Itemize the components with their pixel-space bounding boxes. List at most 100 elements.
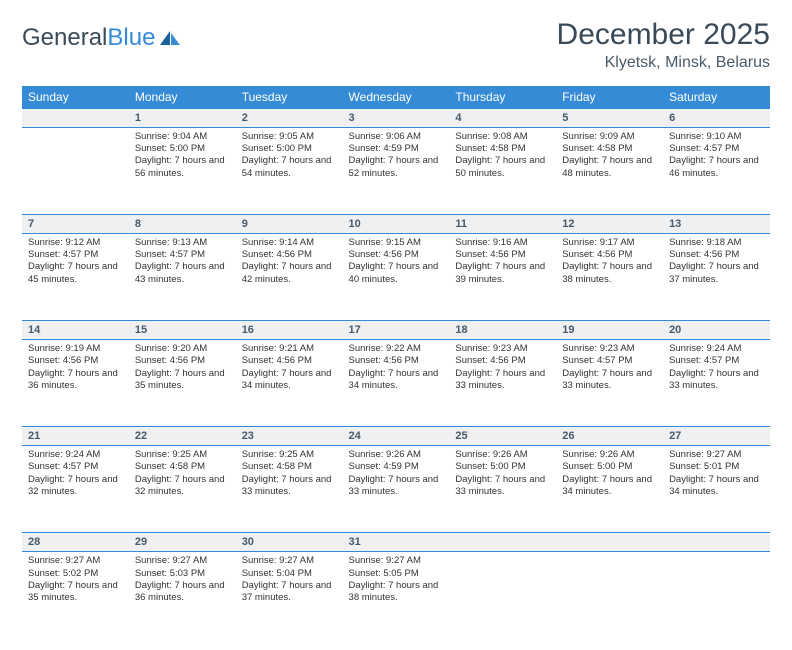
day-cell: Sunrise: 9:24 AMSunset: 4:57 PMDaylight:… bbox=[663, 340, 770, 427]
sunrise-line: Sunrise: 9:18 AM bbox=[669, 237, 741, 248]
day-cell: Sunrise: 9:23 AMSunset: 4:57 PMDaylight:… bbox=[556, 340, 663, 427]
daylight-line: Daylight: 7 hours and 50 minutes. bbox=[455, 155, 545, 178]
location-label: Klyetsk, Minsk, Belarus bbox=[557, 54, 770, 72]
sunset-line: Sunset: 5:00 PM bbox=[242, 143, 312, 154]
sunset-line: Sunset: 5:00 PM bbox=[135, 143, 205, 154]
day-cell: Sunrise: 9:25 AMSunset: 4:58 PM Daylight:… bbox=[129, 446, 236, 533]
daynum-row: 123456 bbox=[22, 109, 770, 128]
sunset-line: Sunset: 4:56 PM bbox=[135, 355, 205, 366]
sunset-line: Sunset: 5:03 PM bbox=[135, 568, 205, 579]
daynum-row: 28293031 bbox=[22, 533, 770, 552]
day-cell: Sunrise: 9:09 AMSunset: 4:58 PMDaylight:… bbox=[556, 128, 663, 215]
brand-sail-icon bbox=[158, 29, 182, 47]
sunrise-line: Sunrise: 9:19 AM bbox=[28, 343, 100, 354]
day-cell: Sunrise: 9:24 AMSunset: 4:57 PMDaylight:… bbox=[22, 446, 129, 533]
week-row: Sunrise: 9:04 AMSunset: 5:00 PMDaylight:… bbox=[22, 128, 770, 215]
daylight-line: Daylight: 7 hours and 52 minutes. bbox=[349, 155, 439, 178]
day-cell: Sunrise: 9:05 AMSunset: 5:00 PMDaylight:… bbox=[236, 128, 343, 215]
day-number: 5 bbox=[556, 109, 663, 128]
daylight-line: Daylight: 7 hours and 38 minutes. bbox=[562, 261, 652, 284]
day-number: 1 bbox=[129, 109, 236, 128]
weekday-header: Saturday bbox=[663, 86, 770, 109]
sunset-line: Sunset: 5:00 PM bbox=[455, 461, 525, 472]
day-cell: Sunrise: 9:19 AMSunset: 4:56 PMDaylight:… bbox=[22, 340, 129, 427]
daylight-line: Daylight: 7 hours and 42 minutes. bbox=[242, 261, 332, 284]
sunrise-line: Sunrise: 9:24 AM bbox=[669, 343, 741, 354]
daylight-line: Daylight: 7 hours and 54 minutes. bbox=[242, 155, 332, 178]
sunset-line: Sunset: 4:56 PM bbox=[28, 355, 98, 366]
day-number: 30 bbox=[236, 533, 343, 552]
daylight-line: Daylight: 7 hours and 45 minutes. bbox=[28, 261, 118, 284]
sunrise-line: Sunrise: 9:26 AM bbox=[455, 449, 527, 460]
sunrise-line: Sunrise: 9:10 AM bbox=[669, 131, 741, 142]
sunrise-line: Sunrise: 9:05 AM bbox=[242, 131, 314, 142]
day-cell bbox=[663, 552, 770, 639]
sunset-line: Sunset: 4:56 PM bbox=[349, 355, 419, 366]
sunrise-line: Sunrise: 9:23 AM bbox=[455, 343, 527, 354]
sunset-line: Sunset: 4:56 PM bbox=[669, 249, 739, 260]
day-number: 16 bbox=[236, 321, 343, 340]
day-cell: Sunrise: 9:21 AMSunset: 4:56 PMDaylight:… bbox=[236, 340, 343, 427]
sunset-line: Sunset: 4:58 PM bbox=[135, 461, 205, 472]
day-cell: Sunrise: 9:27 AM Sunset: 5:02 PMDaylight:… bbox=[22, 552, 129, 639]
sunset-line: Sunset: 5:05 PM bbox=[349, 568, 419, 579]
day-number: 26 bbox=[556, 427, 663, 446]
sunrise-line: Sunrise: 9:21 AM bbox=[242, 343, 314, 354]
sunrise-line: Sunrise: 9:27 AM bbox=[669, 449, 741, 460]
daylight-line: Daylight: 7 hours and 35 minutes. bbox=[135, 368, 225, 391]
day-number: 29 bbox=[129, 533, 236, 552]
daylight-line: Daylight: 7 hours and 46 minutes. bbox=[669, 155, 759, 178]
day-number: 27 bbox=[663, 427, 770, 446]
day-number: 2 bbox=[236, 109, 343, 128]
sunset-line: Sunset: 4:56 PM bbox=[349, 249, 419, 260]
weekday-header: Sunday bbox=[22, 86, 129, 109]
day-number bbox=[449, 533, 556, 552]
sunset-line: Sunset: 5:02 PM bbox=[28, 568, 98, 579]
daylight-line: Daylight: 7 hours and 37 minutes. bbox=[669, 261, 759, 284]
weekday-header: Tuesday bbox=[236, 86, 343, 109]
day-cell: Sunrise: 9:25 AMSunset: 4:58 PMDaylight:… bbox=[236, 446, 343, 533]
sunset-line: Sunset: 5:00 PM bbox=[562, 461, 632, 472]
day-number: 11 bbox=[449, 215, 556, 234]
day-cell: Sunrise: 9:15 AMSunset: 4:56 PMDaylight:… bbox=[343, 234, 450, 321]
day-cell bbox=[449, 552, 556, 639]
sunset-line: Sunset: 4:57 PM bbox=[562, 355, 632, 366]
brand-part1: General bbox=[22, 24, 107, 52]
sunrise-line: Sunrise: 9:17 AM bbox=[562, 237, 634, 248]
brand-part2: Blue bbox=[107, 24, 155, 52]
day-number: 17 bbox=[343, 321, 450, 340]
sunrise-line: Sunrise: 9:06 AM bbox=[349, 131, 421, 142]
sunset-line: Sunset: 5:01 PM bbox=[669, 461, 739, 472]
sunrise-line: Sunrise: 9:27 AM bbox=[349, 555, 421, 566]
sunrise-line: Sunrise: 9:27 AM bbox=[28, 555, 100, 566]
daylight-line: Daylight: 7 hours and 32 minutes. bbox=[135, 474, 225, 497]
week-row: Sunrise: 9:12 AMSunset: 4:57 PMDaylight:… bbox=[22, 234, 770, 321]
weekday-header-row: SundayMondayTuesdayWednesdayThursdayFrid… bbox=[22, 86, 770, 109]
daylight-line: Daylight: 7 hours and 34 minutes. bbox=[562, 474, 652, 497]
daylight-line: Daylight: 7 hours and 34 minutes. bbox=[242, 368, 332, 391]
sunset-line: Sunset: 4:56 PM bbox=[455, 355, 525, 366]
daylight-line: Daylight: 7 hours and 36 minutes. bbox=[135, 580, 225, 603]
day-number: 8 bbox=[129, 215, 236, 234]
weekday-header: Thursday bbox=[449, 86, 556, 109]
sunset-line: Sunset: 4:57 PM bbox=[28, 461, 98, 472]
daylight-line: Daylight: 7 hours and 33 minutes. bbox=[349, 474, 439, 497]
day-cell: Sunrise: 9:23 AMSunset: 4:56 PMDaylight:… bbox=[449, 340, 556, 427]
weekday-header: Monday bbox=[129, 86, 236, 109]
sunset-line: Sunset: 4:56 PM bbox=[455, 249, 525, 260]
sunrise-line: Sunrise: 9:25 AM bbox=[135, 449, 207, 460]
weekday-header: Friday bbox=[556, 86, 663, 109]
day-cell: Sunrise: 9:14 AMSunset: 4:56 PMDaylight:… bbox=[236, 234, 343, 321]
week-row: Sunrise: 9:27 AMSunset: 5:02 PMDaylight:… bbox=[22, 552, 770, 639]
day-number: 7 bbox=[22, 215, 129, 234]
day-number bbox=[22, 109, 129, 128]
day-cell: Sunrise: 9:18 AMSunset: 4:56 PMDaylight:… bbox=[663, 234, 770, 321]
day-cell: Sunrise: 9:27 AMSunset: 5:03 PMDaylight:… bbox=[129, 552, 236, 639]
daylight-line: Daylight: 7 hours and 56 minutes. bbox=[135, 155, 225, 178]
daylight-line: Daylight: 7 hours and 35 minutes. bbox=[28, 580, 118, 603]
sunset-line: Sunset: 4:56 PM bbox=[562, 249, 632, 260]
day-cell: Sunrise: 9:20 AMSunset: 4:56 PMDaylight:… bbox=[129, 340, 236, 427]
daylight-line: Daylight: 7 hours and 33 minutes. bbox=[455, 474, 545, 497]
day-number: 6 bbox=[663, 109, 770, 128]
sunset-line: Sunset: 4:57 PM bbox=[669, 143, 739, 154]
